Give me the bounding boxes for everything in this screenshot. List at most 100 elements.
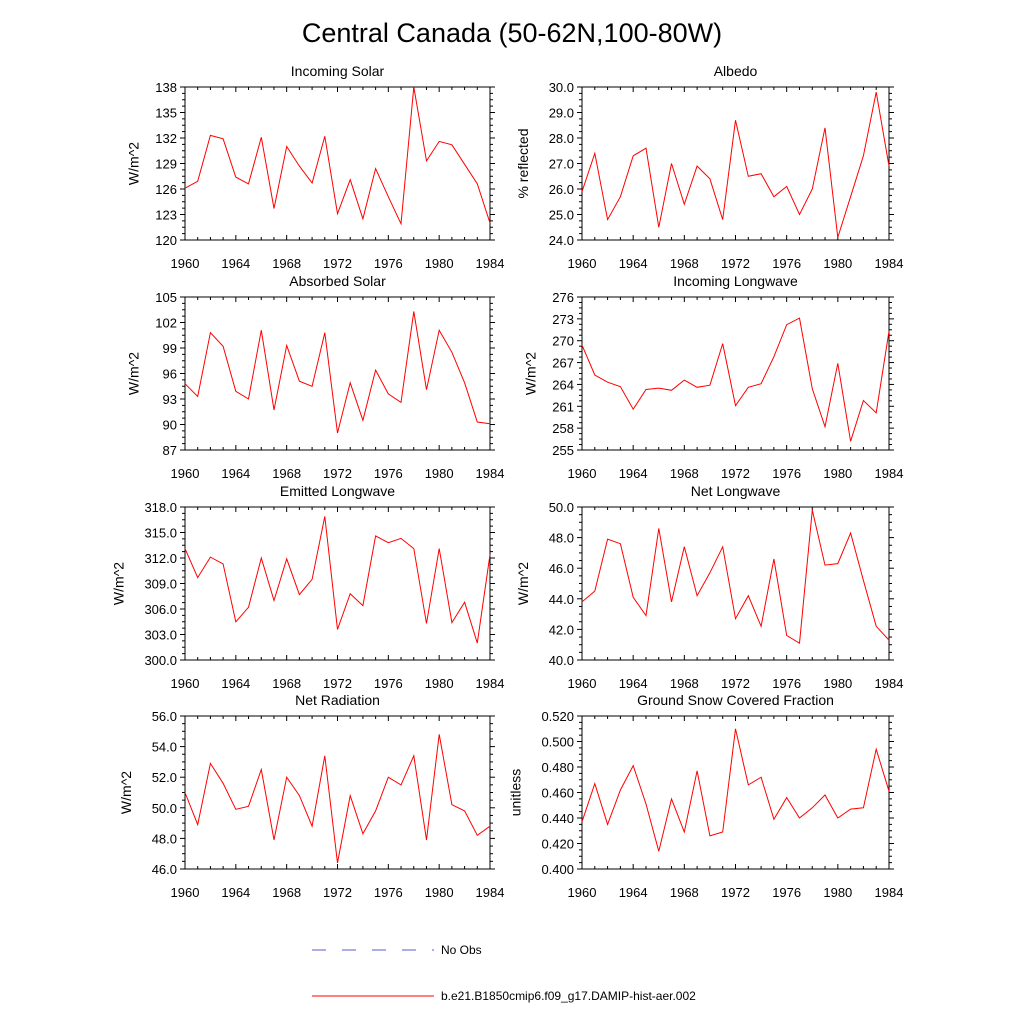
panel-1: 1960 1964 1968 1972 1976 1980 1984 120 123 126 129… xyxy=(126,63,505,271)
y-tick-label: 261 xyxy=(552,399,574,414)
x-tick-label: 1960 xyxy=(171,885,200,900)
x-tick-label: 1968 xyxy=(670,466,699,481)
series-line xyxy=(184,86,491,226)
x-tick-label: 1968 xyxy=(670,256,699,271)
plot-frame xyxy=(184,715,491,870)
y-tick-label: 29.0 xyxy=(549,106,574,121)
x-tick-label: 1968 xyxy=(272,676,301,691)
y-tick-label: 306.0 xyxy=(144,602,177,617)
y-tick-label: 30.0 xyxy=(549,80,574,95)
x-tick-label: 1972 xyxy=(721,256,750,271)
legend: No Obs b.e21.B1850cmip6.f09_g17.DAMIP-hi… xyxy=(312,943,696,1003)
x-tick-label: 1968 xyxy=(670,676,699,691)
x-tick-label: 1972 xyxy=(323,256,352,271)
panel-title: Net Longwave xyxy=(691,483,781,499)
x-tick-label: 1980 xyxy=(425,256,454,271)
series-line xyxy=(184,734,491,863)
y-axis-label: W/m^2 xyxy=(126,352,142,395)
x-tick-label: 1984 xyxy=(875,466,904,481)
y-tick-label: 312.0 xyxy=(144,551,177,566)
y-axis-label: W/m^2 xyxy=(515,562,531,605)
x-tick-label: 1960 xyxy=(568,256,597,271)
x-tick-label: 1960 xyxy=(568,885,597,900)
panel-7: 1960 1964 1968 1972 1976 1980 1984 46.0 48.0 50.0… xyxy=(118,692,504,900)
y-tick-label: 28.0 xyxy=(549,131,574,146)
y-tick-label: 0.520 xyxy=(541,709,574,724)
series-line xyxy=(581,92,890,238)
panel-8: 1960 1964 1968 1972 1976 1980 1984 0.400 0.420 0.… xyxy=(508,692,904,900)
panel-4: 1960 1964 1968 1972 1976 1980 1984 255 258 261 264… xyxy=(523,273,904,481)
plot-frame xyxy=(581,296,890,451)
plot-frame xyxy=(184,86,491,241)
x-tick-label: 1972 xyxy=(721,466,750,481)
y-tick-label: 50.0 xyxy=(549,500,574,515)
panel-5: 1960 1964 1968 1972 1976 1980 1984 300.0 303.0 30… xyxy=(111,483,505,691)
x-tick-label: 1972 xyxy=(721,885,750,900)
x-tick-label: 1976 xyxy=(772,256,801,271)
y-tick-label: 132 xyxy=(155,131,177,146)
y-tick-label: 0.500 xyxy=(541,735,574,750)
x-tick-label: 1972 xyxy=(323,676,352,691)
y-tick-label: 96 xyxy=(163,367,177,382)
y-axis-label: W/m^2 xyxy=(523,352,539,395)
y-tick-label: 123 xyxy=(155,208,177,223)
x-tick-label: 1976 xyxy=(374,466,403,481)
y-tick-label: 126 xyxy=(155,182,177,197)
plot-frame xyxy=(581,86,890,241)
y-tick-label: 46.0 xyxy=(152,862,177,877)
series-line xyxy=(581,728,890,852)
y-tick-label: 93 xyxy=(163,392,177,407)
x-tick-label: 1980 xyxy=(425,885,454,900)
y-tick-label: 255 xyxy=(552,443,574,458)
y-tick-label: 0.420 xyxy=(541,837,574,852)
y-axis-label: W/m^2 xyxy=(126,142,142,185)
y-tick-label: 273 xyxy=(552,312,574,327)
y-tick-label: 258 xyxy=(552,421,574,436)
y-tick-label: 135 xyxy=(155,106,177,121)
series-line xyxy=(184,516,491,644)
x-tick-label: 1964 xyxy=(619,466,648,481)
y-tick-label: 90 xyxy=(163,418,177,433)
x-tick-label: 1972 xyxy=(323,885,352,900)
panel-3: 1960 1964 1968 1972 1976 1980 1984 87 90 93 96 99 10… xyxy=(126,273,505,481)
plot-frame xyxy=(581,506,890,661)
x-tick-label: 1964 xyxy=(221,466,250,481)
panels: 1960 1964 1968 1972 1976 1980 1984 120 123 126 129… xyxy=(111,63,904,900)
y-tick-label: 46.0 xyxy=(549,561,574,576)
x-tick-label: 1960 xyxy=(171,466,200,481)
y-tick-label: 120 xyxy=(155,233,177,248)
y-tick-label: 102 xyxy=(155,316,177,331)
y-tick-label: 48.0 xyxy=(152,831,177,846)
x-tick-label: 1964 xyxy=(619,885,648,900)
y-tick-label: 50.0 xyxy=(152,801,177,816)
y-tick-label: 0.440 xyxy=(541,811,574,826)
x-tick-label: 1980 xyxy=(823,676,852,691)
x-tick-label: 1960 xyxy=(568,676,597,691)
y-tick-label: 24.0 xyxy=(549,233,574,248)
panel-2: 1960 1964 1968 1972 1976 1980 1984 24.0 25.0 26.0… xyxy=(515,63,903,271)
x-tick-label: 1976 xyxy=(772,466,801,481)
y-axis-label: unitless xyxy=(508,769,524,816)
y-tick-label: 87 xyxy=(163,443,177,458)
x-tick-label: 1984 xyxy=(875,676,904,691)
series-line xyxy=(581,509,890,645)
x-tick-label: 1964 xyxy=(619,676,648,691)
y-tick-label: 270 xyxy=(552,334,574,349)
panel-title: Incoming Longwave xyxy=(673,273,798,289)
y-tick-label: 48.0 xyxy=(549,531,574,546)
y-tick-label: 44.0 xyxy=(549,592,574,607)
x-tick-label: 1980 xyxy=(823,885,852,900)
y-tick-label: 40.0 xyxy=(549,653,574,668)
x-tick-label: 1976 xyxy=(772,676,801,691)
figure-title: Central Canada (50-62N,100-80W) xyxy=(302,18,722,48)
x-tick-label: 1968 xyxy=(272,256,301,271)
y-tick-label: 54.0 xyxy=(152,740,177,755)
x-tick-label: 1976 xyxy=(374,676,403,691)
x-tick-label: 1972 xyxy=(323,466,352,481)
series-line xyxy=(184,311,491,434)
y-tick-label: 0.480 xyxy=(541,760,574,775)
x-tick-label: 1964 xyxy=(221,256,250,271)
x-tick-label: 1976 xyxy=(374,885,403,900)
